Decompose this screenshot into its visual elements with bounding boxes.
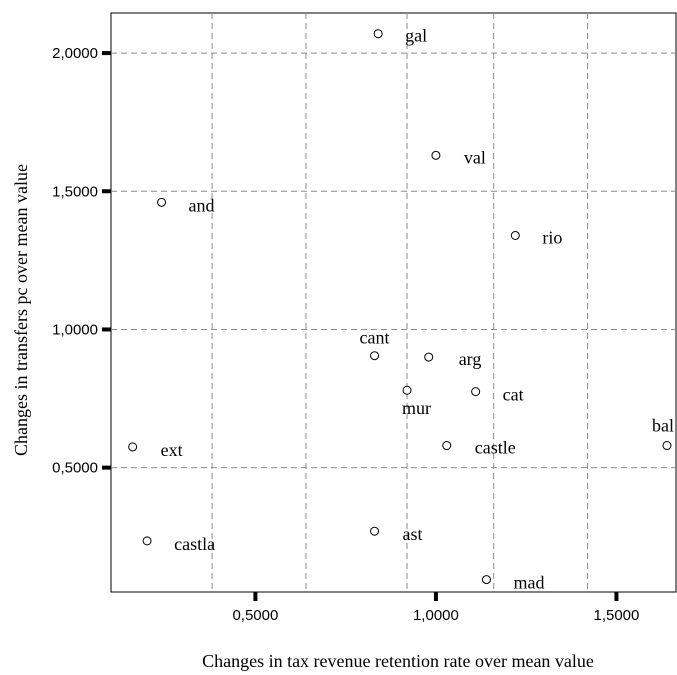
point-castle	[442, 441, 452, 451]
point-and	[157, 197, 167, 207]
point-label-castla: castla	[174, 534, 215, 554]
point-cat	[471, 387, 481, 397]
point-label-ext: ext	[161, 440, 183, 460]
point-labels: gal val and rio cant arg mur cat ext castle bal ast…	[161, 26, 674, 593]
point-label-bal: bal	[652, 416, 674, 436]
y-tick-label-2: 1,5000	[52, 183, 98, 200]
point-ext	[128, 442, 138, 452]
point-cant	[370, 351, 380, 361]
x-axis-ticks: 0,5000 1,0000 1,5000	[232, 592, 639, 624]
x-tick-label-0: 0,5000	[232, 607, 278, 624]
point-rio	[510, 230, 520, 240]
point-label-arg: arg	[459, 349, 482, 369]
y-tick-label-0: 0,5000	[52, 460, 98, 477]
y-tick-label-1: 1,0000	[52, 321, 98, 338]
plot-area-frame	[110, 12, 677, 593]
data-points	[128, 29, 672, 585]
point-castla	[142, 536, 152, 546]
x-tick-label-1: 1,0000	[413, 607, 459, 624]
point-mur	[402, 385, 412, 395]
point-ast	[370, 526, 380, 536]
point-mad	[481, 575, 491, 585]
point-label-ast: ast	[403, 524, 423, 544]
y-tick-label-3: 2,0000	[52, 45, 98, 62]
y-axis-label: Changes in transfers pc over mean value	[11, 164, 31, 456]
gridlines	[111, 13, 676, 592]
y-axis-ticks: 0,5000 1,0000 1,5000 2,0000	[52, 45, 111, 477]
point-label-castle: castle	[475, 438, 516, 458]
point-label-mur: mur	[402, 398, 431, 418]
point-label-val: val	[464, 147, 486, 167]
point-bal	[662, 441, 672, 451]
x-tick-label-2: 1,5000	[593, 607, 639, 624]
point-label-mad: mad	[513, 573, 544, 593]
point-label-gal: gal	[405, 26, 427, 46]
point-label-cat: cat	[503, 385, 524, 405]
point-label-cant: cant	[360, 328, 390, 348]
point-val	[431, 150, 441, 160]
point-label-and: and	[189, 195, 215, 215]
point-gal	[373, 29, 383, 39]
point-label-rio: rio	[542, 227, 562, 247]
point-arg	[424, 352, 434, 362]
x-axis-label: Changes in tax revenue retention rate ov…	[202, 651, 594, 671]
